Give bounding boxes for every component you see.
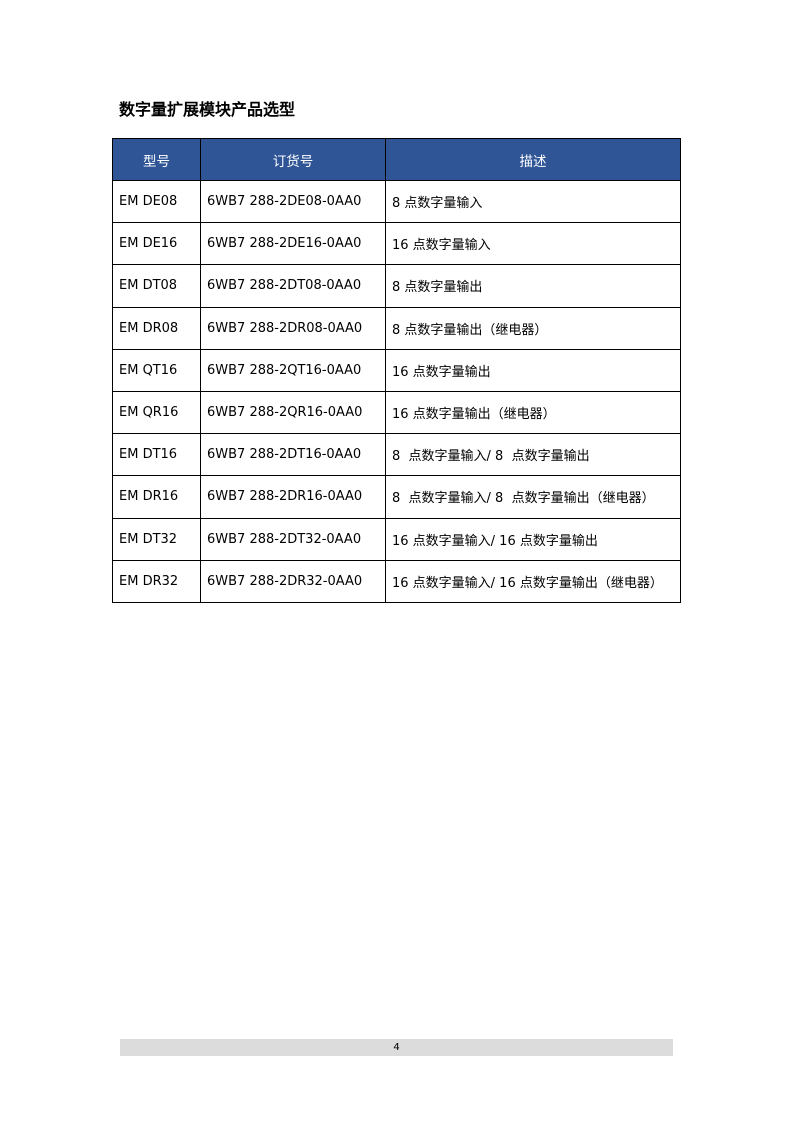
cell-model: EM DT32 bbox=[112, 517, 201, 561]
cell-description: 16 点数字量输入/ 16 点数字量输出（继电器） bbox=[385, 559, 681, 603]
cell-description: 16 点数字量输入/ 16 点数字量输出 bbox=[385, 517, 681, 561]
header-order-number: 订货号 bbox=[200, 138, 386, 181]
cell-model: EM QR16 bbox=[112, 390, 201, 435]
cell-model: EM DE08 bbox=[112, 179, 201, 224]
table-row: EM DT32 6WB7 288-2DT32-0AA0 16 点数字量输入/ 16 … bbox=[112, 517, 681, 561]
page-number: 4 bbox=[393, 1042, 400, 1053]
table-header-row: 型号 订货号 描述 bbox=[112, 138, 681, 181]
section-title: 数字量扩展模块产品选型 bbox=[119, 100, 296, 119]
cell-model: EM DT08 bbox=[112, 264, 201, 308]
table-row: EM DE08 6WB7 288-2DE08-0AA0 8 点数字量输入 bbox=[112, 179, 681, 224]
table-row: EM DR32 6WB7 288-2DR32-0AA0 16 点数字量输入/ 16 … bbox=[112, 559, 681, 603]
cell-model: EM DE16 bbox=[112, 222, 201, 266]
cell-model: EM QT16 bbox=[112, 348, 201, 392]
cell-model: EM DR16 bbox=[112, 475, 201, 519]
cell-order-number: 6WB7 288-2DE08-0AA0 bbox=[200, 179, 386, 224]
cell-order-number: 6WB7 288-2QT16-0AA0 bbox=[200, 348, 386, 392]
table-row: EM DR08 6WB7 288-2DR08-0AA0 8 点数字量输出（继电器） bbox=[112, 306, 681, 350]
cell-order-number: 6WB7 288-2QR16-0AA0 bbox=[200, 390, 386, 435]
cell-description: 16 点数字量输出（继电器） bbox=[385, 390, 681, 435]
header-model: 型号 bbox=[112, 138, 201, 181]
cell-order-number: 6WB7 288-2DT32-0AA0 bbox=[200, 517, 386, 561]
cell-order-number: 6WB7 288-2DR32-0AA0 bbox=[200, 559, 386, 603]
cell-order-number: 6WB7 288-2DT08-0AA0 bbox=[200, 264, 386, 308]
cell-model: EM DR32 bbox=[112, 559, 201, 603]
table-row: EM DR16 6WB7 288-2DR16-0AA0 8 点数字量输入/ 8 点数… bbox=[112, 475, 681, 519]
cell-description: 8 点数字量输入/ 8 点数字量输出 bbox=[385, 433, 681, 477]
table-row: EM DT08 6WB7 288-2DT08-0AA0 8 点数字量输出 bbox=[112, 264, 681, 308]
cell-description: 8 点数字量输入/ 8 点数字量输出（继电器） bbox=[385, 475, 681, 519]
cell-order-number: 6WB7 288-2DR08-0AA0 bbox=[200, 306, 386, 350]
cell-description: 8 点数字量输出（继电器） bbox=[385, 306, 681, 350]
table-row: EM QR16 6WB7 288-2QR16-0AA0 16 点数字量输出（继电器） bbox=[112, 390, 681, 435]
header-description: 描述 bbox=[385, 138, 681, 181]
cell-description: 8 点数字量输入 bbox=[385, 179, 681, 224]
cell-description: 16 点数字量输出 bbox=[385, 348, 681, 392]
cell-order-number: 6WB7 288-2DR16-0AA0 bbox=[200, 475, 386, 519]
cell-order-number: 6WB7 288-2DT16-0AA0 bbox=[200, 433, 386, 477]
cell-description: 16 点数字量输入 bbox=[385, 222, 681, 266]
cell-order-number: 6WB7 288-2DE16-0AA0 bbox=[200, 222, 386, 266]
cell-model: EM DR08 bbox=[112, 306, 201, 350]
table-row: EM QT16 6WB7 288-2QT16-0AA0 16 点数字量输出 bbox=[112, 348, 681, 392]
cell-model: EM DT16 bbox=[112, 433, 201, 477]
table-row: EM DT16 6WB7 288-2DT16-0AA0 8 点数字量输入/ 8 点数… bbox=[112, 433, 681, 477]
cell-description: 8 点数字量输出 bbox=[385, 264, 681, 308]
page-footer: 4 bbox=[120, 1039, 673, 1056]
table-row: EM DE16 6WB7 288-2DE16-0AA0 16 点数字量输入 bbox=[112, 222, 681, 266]
product-table: 型号 订货号 描述 EM DE08 6WB7 288-2DE08-0AA0 8 点数… bbox=[112, 138, 681, 603]
